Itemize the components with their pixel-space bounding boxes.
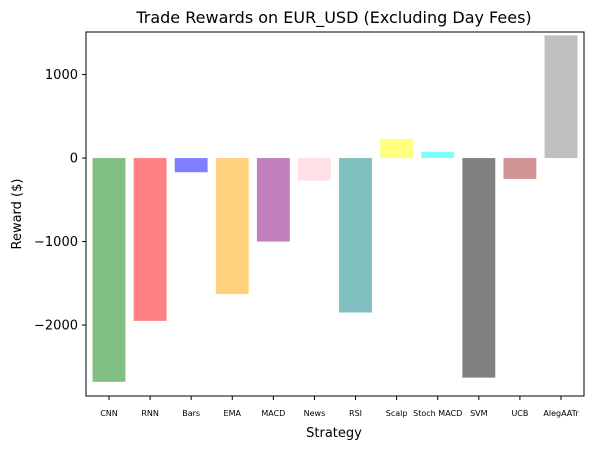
x-tick-label: MACD [261, 409, 285, 418]
bars-group [92, 35, 578, 382]
x-tick-label: RNN [141, 409, 159, 418]
bar-cnn [92, 158, 126, 382]
bar-rnn [133, 158, 167, 321]
x-axis-ticks: CNN RNN Bars EMA MACD News RSI Scalp Stoch MACD S… [100, 396, 579, 418]
bar-bars [174, 158, 208, 173]
x-tick-label: CNN [100, 409, 118, 418]
x-tick-label: RSI [349, 409, 362, 418]
bar-news [298, 158, 331, 181]
x-tick-label: AlegAATr [543, 409, 579, 418]
y-tick-label: 1000 [45, 68, 78, 83]
y-axis-label: Reward ($) [10, 179, 25, 250]
y-axis-ticks: −2000 −1000 0 1000 [34, 68, 86, 334]
bar-stoch-macd [421, 151, 455, 159]
y-tick-label: 0 [70, 152, 78, 167]
x-tick-label: Stoch MACD [413, 409, 462, 418]
x-tick-label: EMA [224, 409, 242, 418]
bar-alegaatr [544, 35, 578, 159]
bar-ema [215, 158, 249, 295]
x-tick-label: Bars [182, 409, 200, 418]
x-tick-label: UCB [511, 409, 528, 418]
x-axis-label: Strategy [306, 426, 362, 441]
x-tick-label: SVM [470, 409, 488, 418]
bar-ucb [503, 158, 537, 179]
x-tick-label: Scalp [386, 409, 408, 418]
bar-scalp [380, 138, 414, 159]
bar-rsi [339, 158, 372, 313]
y-tick-label: −2000 [34, 319, 78, 334]
bar-svm [462, 158, 496, 378]
y-tick-label: −1000 [34, 235, 78, 250]
plot-frame [85, 31, 585, 397]
x-tick-label: News [304, 409, 326, 418]
bar-macd [256, 158, 290, 242]
chart-title: Trade Rewards on EUR_USD (Excluding Day … [135, 8, 531, 28]
